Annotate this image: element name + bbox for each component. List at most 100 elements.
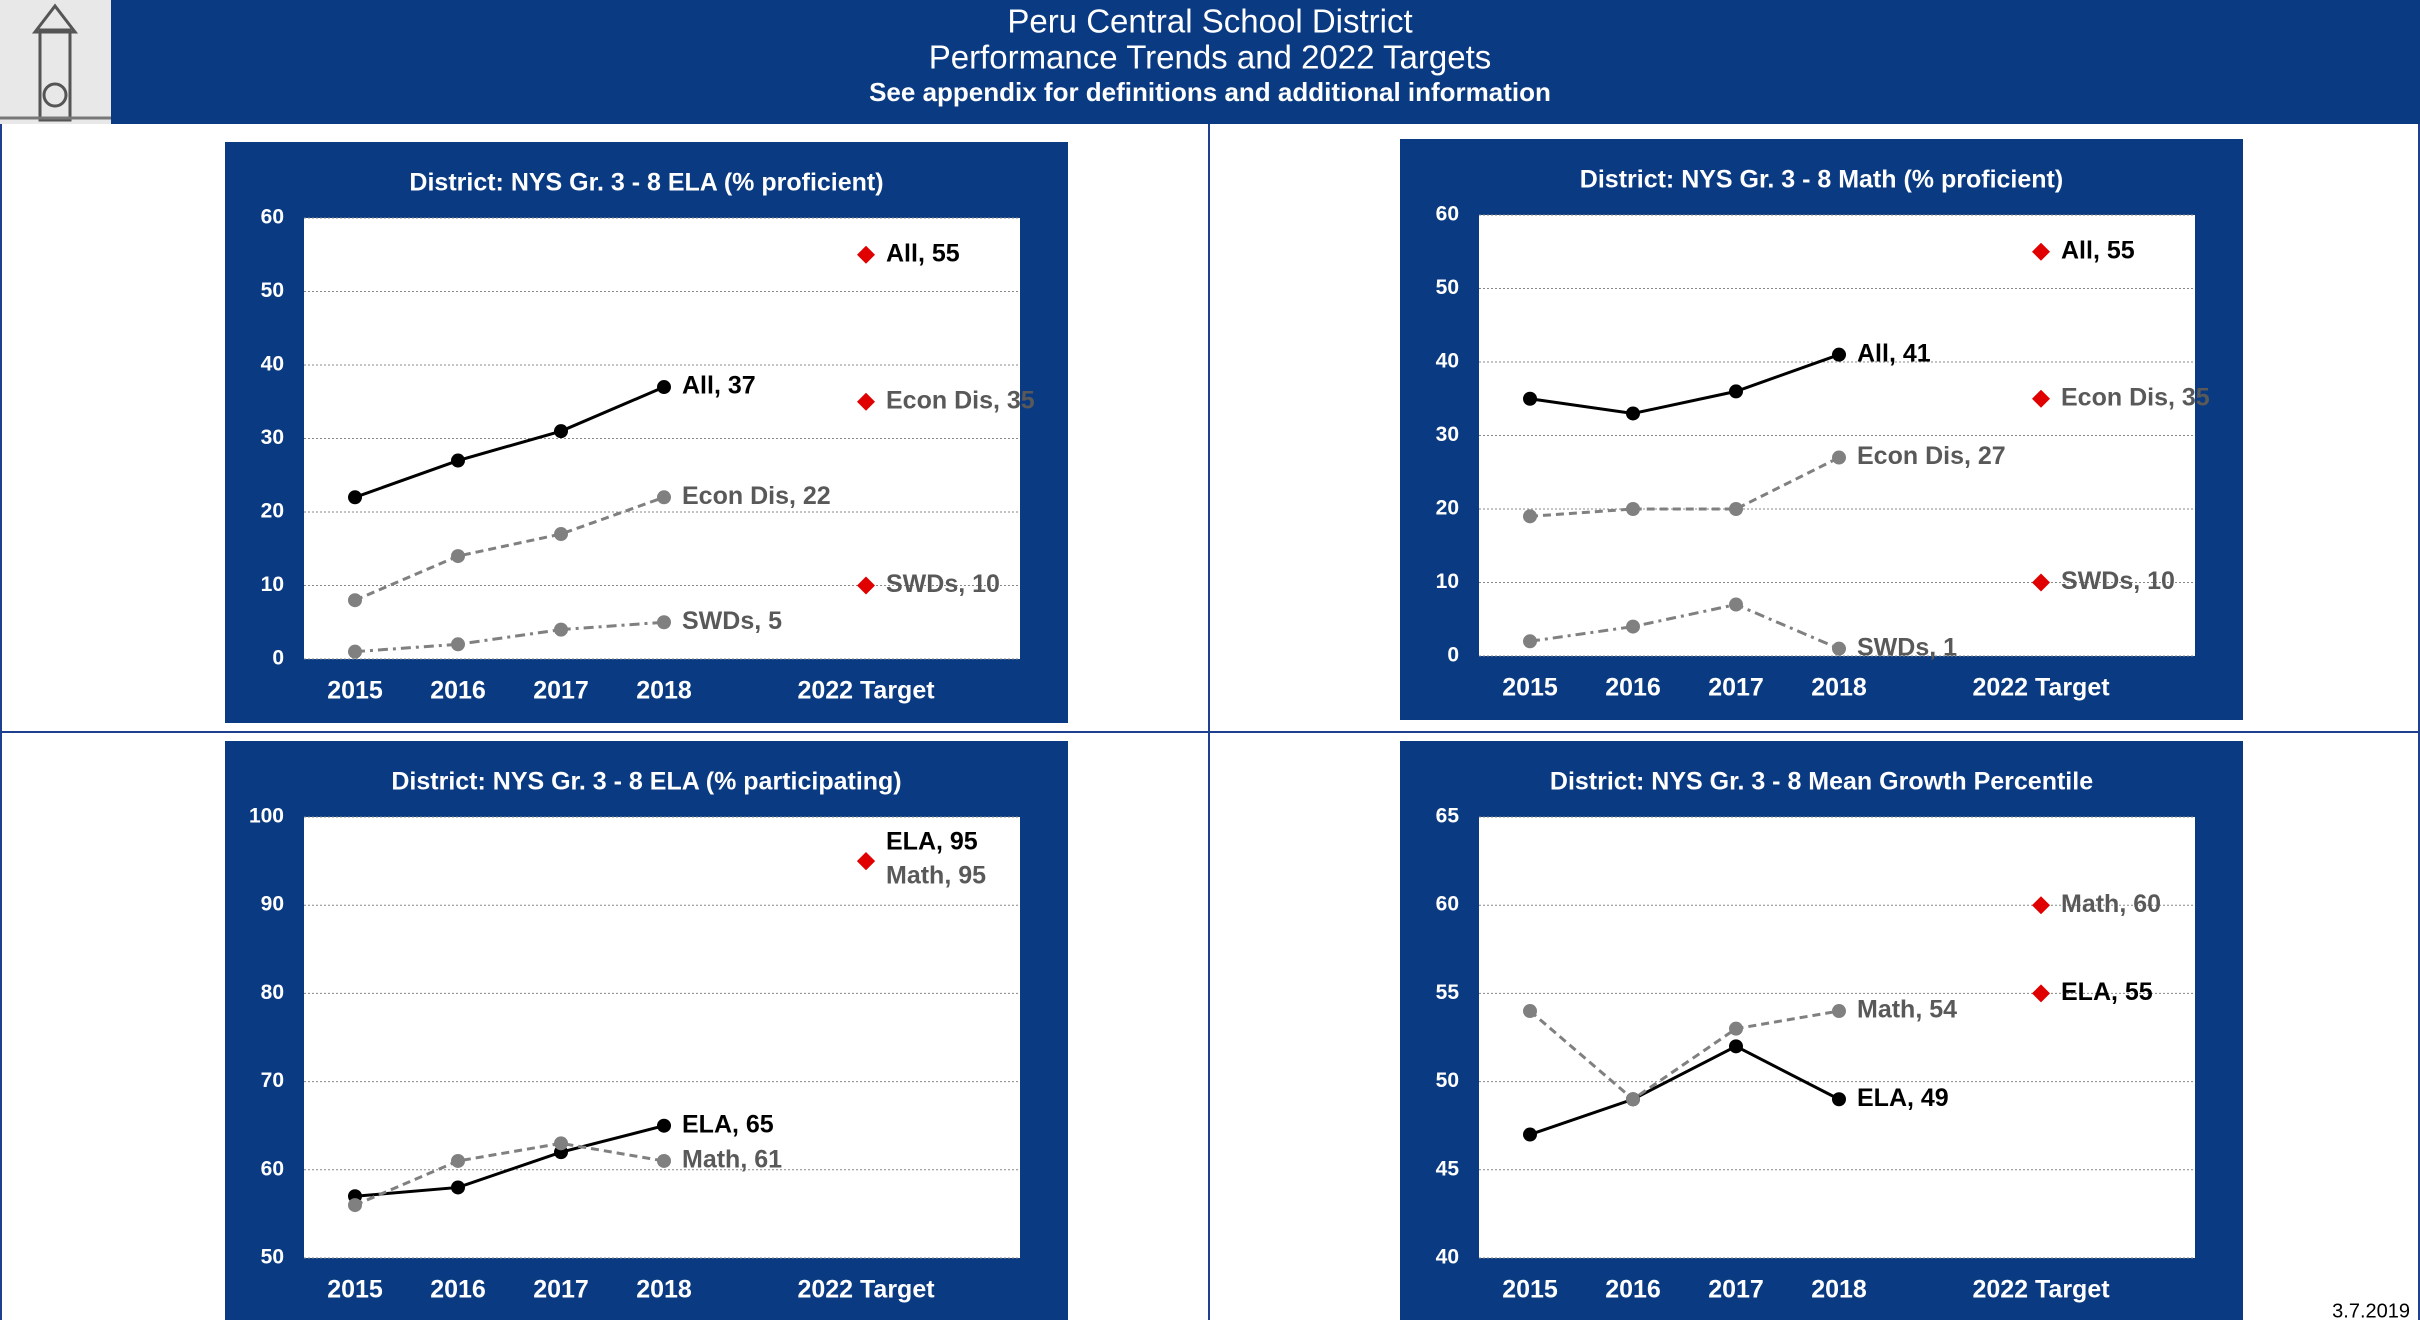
point	[1832, 1004, 1846, 1019]
y-tick-label: 100	[249, 805, 284, 828]
target-marker	[857, 576, 875, 595]
x-tick-label: 2022 Target	[1972, 1276, 2110, 1304]
y-tick-label: 60	[261, 1157, 284, 1180]
target-label: SWDs, 10	[886, 570, 1000, 598]
x-tick-label: 2018	[1811, 1276, 1867, 1304]
x-tick-label: 2017	[1708, 1276, 1764, 1304]
y-tick-label: 20	[261, 500, 284, 523]
point	[1626, 406, 1640, 421]
plot-area	[1479, 817, 2195, 1258]
x-tick-label: 2018	[1811, 674, 1867, 702]
point	[1523, 509, 1537, 524]
target-label: Math, 95	[886, 862, 986, 890]
header-title: Peru Central School District	[1007, 3, 1412, 40]
target-label: Econ Dis, 35	[2061, 383, 2210, 411]
y-tick-label: 40	[261, 353, 284, 376]
point	[657, 615, 671, 630]
series-line	[354, 1124, 665, 1198]
point	[1729, 597, 1743, 612]
x-tick-label: 2016	[1605, 674, 1661, 702]
point	[554, 527, 568, 542]
point	[554, 1136, 568, 1151]
x-tick-label: 2015	[327, 677, 383, 705]
series-line	[1529, 456, 1840, 518]
point	[1832, 450, 1846, 465]
y-tick-label: 30	[261, 426, 284, 449]
target-marker	[2032, 242, 2050, 261]
y-tick-label: 50	[1436, 1069, 1459, 1092]
y-tick-label: 60	[261, 206, 284, 229]
series-line	[354, 385, 665, 499]
y-tick-label: 65	[1436, 805, 1460, 828]
target-label: Math, 60	[2061, 890, 2161, 918]
x-tick-label: 2017	[533, 677, 589, 705]
point	[348, 593, 362, 608]
y-tick-label: 50	[1436, 276, 1459, 299]
logo	[0, 0, 111, 124]
chart-title: District: NYS Gr. 3 - 8 ELA (% proficien…	[409, 169, 883, 197]
y-tick-label: 50	[261, 1246, 284, 1269]
chart: District: NYS Gr. 3 - 8 ELA (% participa…	[225, 741, 1068, 1320]
target-marker	[857, 852, 875, 871]
point	[348, 644, 362, 659]
value-label: SWDs, 1	[1857, 633, 1957, 661]
x-tick-label: 2022 Target	[1972, 674, 2110, 702]
target-label: ELA, 55	[2061, 978, 2153, 1006]
value-label: SWDs, 5	[682, 607, 782, 635]
y-tick-label: 70	[261, 1069, 284, 1092]
target-label: ELA, 95	[886, 828, 978, 856]
target-label: All, 55	[2061, 236, 2135, 264]
x-tick-label: 2022 Target	[797, 1276, 935, 1304]
point	[451, 453, 465, 468]
plot-area	[304, 817, 1020, 1258]
y-tick-label: 20	[1436, 497, 1459, 520]
point	[1729, 384, 1743, 399]
point	[451, 549, 465, 564]
y-tick-label: 0	[1447, 644, 1459, 667]
point	[1626, 502, 1640, 516]
target-marker	[2032, 896, 2050, 915]
value-label: Econ Dis, 27	[1857, 442, 2006, 470]
point	[1832, 1092, 1846, 1107]
point	[348, 490, 362, 505]
point	[657, 1118, 671, 1133]
target-label: All, 55	[886, 239, 960, 267]
chart: District: NYS Gr. 3 - 8 Math (% proficie…	[1400, 139, 2243, 720]
target-label: Econ Dis, 35	[886, 386, 1035, 414]
point	[657, 490, 671, 505]
value-label: ELA, 65	[682, 1110, 774, 1138]
header-note: See appendix for definitions and additio…	[869, 77, 1551, 107]
point	[1523, 634, 1537, 649]
x-tick-label: 2016	[430, 1276, 486, 1304]
x-tick-label: 2016	[1605, 1276, 1661, 1304]
series-line	[1529, 353, 1840, 415]
series-line	[1529, 602, 1840, 651]
chart-title: District: NYS Gr. 3 - 8 Math (% proficie…	[1580, 166, 2063, 194]
point	[1729, 502, 1743, 516]
point	[1523, 391, 1537, 406]
chart-title: District: NYS Gr. 3 - 8 Mean Growth Perc…	[1550, 768, 2093, 796]
x-tick-label: 2015	[327, 1276, 383, 1304]
y-tick-label: 0	[272, 647, 284, 670]
y-tick-label: 60	[1436, 893, 1459, 916]
point	[1729, 1039, 1743, 1054]
point	[554, 622, 568, 637]
target-marker	[2032, 984, 2050, 1003]
value-label: Math, 61	[682, 1146, 782, 1174]
series-line	[354, 620, 665, 654]
point	[1832, 347, 1846, 362]
y-tick-label: 80	[261, 981, 284, 1004]
y-tick-label: 10	[261, 573, 284, 596]
point	[1523, 1004, 1537, 1019]
value-label: Econ Dis, 22	[682, 482, 831, 510]
y-tick-label: 55	[1436, 981, 1460, 1004]
point	[657, 1153, 671, 1168]
x-tick-label: 2018	[636, 1276, 692, 1304]
x-tick-label: 2015	[1502, 1276, 1558, 1304]
x-tick-label: 2015	[1502, 674, 1558, 702]
chart: District: NYS Gr. 3 - 8 Mean Growth Perc…	[1400, 741, 2243, 1320]
series-line	[1529, 1044, 1840, 1136]
y-tick-label: 40	[1436, 1246, 1459, 1269]
